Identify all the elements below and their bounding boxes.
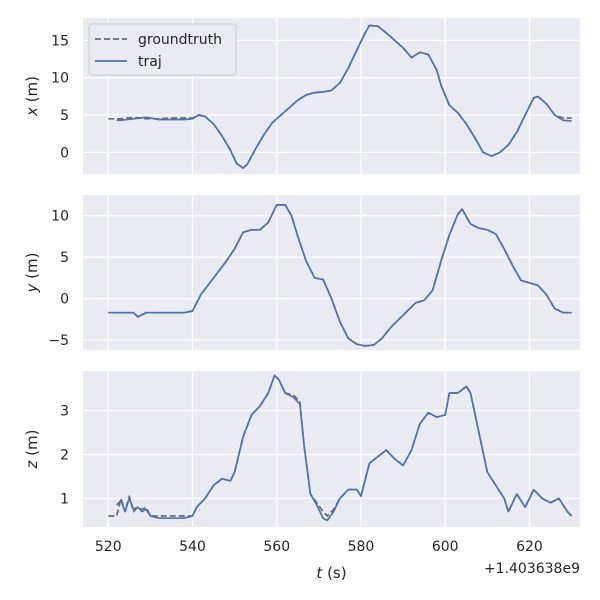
plot-background <box>83 195 580 350</box>
y-axis-label-unit: (m) <box>23 253 41 284</box>
x-axis-label: t (s) <box>316 564 346 582</box>
y-tick-label: 0 <box>60 292 69 308</box>
x-axis-label-unit: (s) <box>322 564 346 582</box>
y-tick-label: 5 <box>60 250 69 266</box>
y-tick-label: −5 <box>48 333 69 349</box>
x-axis-label-var: t <box>316 564 323 582</box>
legend-label-groundtruth: groundtruth <box>138 32 222 48</box>
x-tick-label: 600 <box>432 539 459 555</box>
y-axis-label-var: x <box>23 107 41 117</box>
x-axis-offset-label: +1.403638e9 <box>484 561 580 577</box>
y-axis-label-unit: (m) <box>23 76 41 107</box>
y-axis-label-unit: (m) <box>23 430 41 461</box>
y-axis-label-var: z <box>23 459 41 469</box>
panel-y: −5 0 5 10 y (m) <box>23 195 580 350</box>
x-tick-label: 520 <box>95 539 122 555</box>
y-tick-label: 3 <box>60 404 69 420</box>
y-tick-label: 2 <box>60 447 69 463</box>
y-tick-label: 10 <box>51 71 69 87</box>
legend-label-traj: traj <box>138 54 162 70</box>
plot-background <box>83 371 580 527</box>
panel-z: 1 2 3 z (m) <box>23 371 580 527</box>
x-tick-label: 580 <box>348 539 375 555</box>
y-tick-label: 10 <box>51 209 69 225</box>
x-tick-label: 560 <box>263 539 290 555</box>
y-axis-label-var: y <box>23 282 41 293</box>
series-line-traj <box>116 24 572 169</box>
legend-box <box>88 23 237 76</box>
legend: groundtruth traj <box>88 23 237 76</box>
x-tick-label: 620 <box>516 539 543 555</box>
y-axis-label: z (m) <box>23 430 41 470</box>
y-axis-label: y (m) <box>23 253 41 294</box>
y-tick-label: 1 <box>60 491 69 507</box>
y-tick-label: 0 <box>60 145 69 161</box>
panel-x: 0 5 10 15 x (m) groundtruth traj <box>23 18 580 174</box>
series-line-traj <box>108 204 572 347</box>
y-axis-label: x (m) <box>23 76 41 117</box>
y-tick-label: 5 <box>60 108 69 124</box>
y-tick-label: 15 <box>51 33 69 49</box>
series-line-traj <box>116 374 573 522</box>
x-tick-label: 540 <box>179 539 206 555</box>
